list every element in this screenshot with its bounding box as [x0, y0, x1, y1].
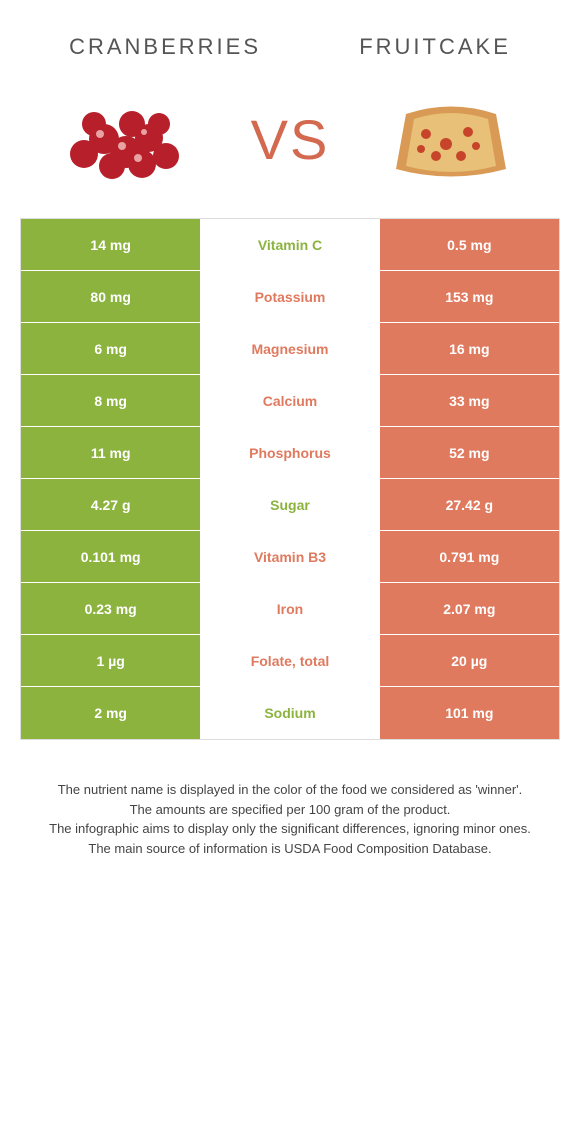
nutrient-label: Folate, total	[200, 635, 379, 686]
nutrient-label: Calcium	[200, 375, 379, 426]
right-value: 101 mg	[380, 687, 559, 739]
food-left-title: CRANBERRIES	[69, 34, 261, 60]
versus-row: VS	[0, 70, 580, 218]
nutrient-label: Sodium	[200, 687, 379, 739]
nutrient-label: Potassium	[200, 271, 379, 322]
nutrient-row: 4.27 gSugar27.42 g	[21, 479, 559, 531]
left-value: 80 mg	[21, 271, 200, 322]
right-value: 0.791 mg	[380, 531, 559, 582]
nutrient-row: 0.101 mgVitamin B30.791 mg	[21, 531, 559, 583]
nutrient-row: 1 µgFolate, total20 µg	[21, 635, 559, 687]
nutrient-row: 14 mgVitamin C0.5 mg	[21, 219, 559, 271]
right-value: 33 mg	[380, 375, 559, 426]
nutrient-table: 14 mgVitamin C0.5 mg80 mgPotassium153 mg…	[20, 218, 560, 740]
right-value: 2.07 mg	[380, 583, 559, 634]
nutrient-label: Phosphorus	[200, 427, 379, 478]
nutrient-row: 2 mgSodium101 mg	[21, 687, 559, 739]
nutrient-row: 8 mgCalcium33 mg	[21, 375, 559, 427]
nutrient-row: 11 mgPhosphorus52 mg	[21, 427, 559, 479]
left-value: 4.27 g	[21, 479, 200, 530]
nutrient-label: Magnesium	[200, 323, 379, 374]
left-value: 11 mg	[21, 427, 200, 478]
footer-line: The infographic aims to display only the…	[40, 819, 540, 839]
right-value: 0.5 mg	[380, 219, 559, 270]
footer-line: The main source of information is USDA F…	[40, 839, 540, 859]
nutrient-row: 80 mgPotassium153 mg	[21, 271, 559, 323]
right-value: 16 mg	[380, 323, 559, 374]
cranberries-image	[54, 84, 204, 194]
footer-line: The nutrient name is displayed in the co…	[40, 780, 540, 800]
right-value: 27.42 g	[380, 479, 559, 530]
vs-label: VS	[251, 107, 330, 172]
left-value: 6 mg	[21, 323, 200, 374]
nutrient-row: 6 mgMagnesium16 mg	[21, 323, 559, 375]
left-value: 1 µg	[21, 635, 200, 686]
nutrient-label: Vitamin C	[200, 219, 379, 270]
footer-line: The amounts are specified per 100 gram o…	[40, 800, 540, 820]
nutrient-label: Vitamin B3	[200, 531, 379, 582]
right-value: 52 mg	[380, 427, 559, 478]
left-value: 0.101 mg	[21, 531, 200, 582]
left-value: 14 mg	[21, 219, 200, 270]
food-right-title: FRUITCAKE	[359, 34, 511, 60]
right-value: 153 mg	[380, 271, 559, 322]
footer-notes: The nutrient name is displayed in the co…	[0, 740, 580, 888]
nutrient-row: 0.23 mgIron2.07 mg	[21, 583, 559, 635]
header-row: CRANBERRIES FRUITCAKE	[0, 0, 580, 70]
nutrient-label: Iron	[200, 583, 379, 634]
fruitcake-image	[376, 84, 526, 194]
left-value: 0.23 mg	[21, 583, 200, 634]
left-value: 8 mg	[21, 375, 200, 426]
right-value: 20 µg	[380, 635, 559, 686]
left-value: 2 mg	[21, 687, 200, 739]
nutrient-label: Sugar	[200, 479, 379, 530]
